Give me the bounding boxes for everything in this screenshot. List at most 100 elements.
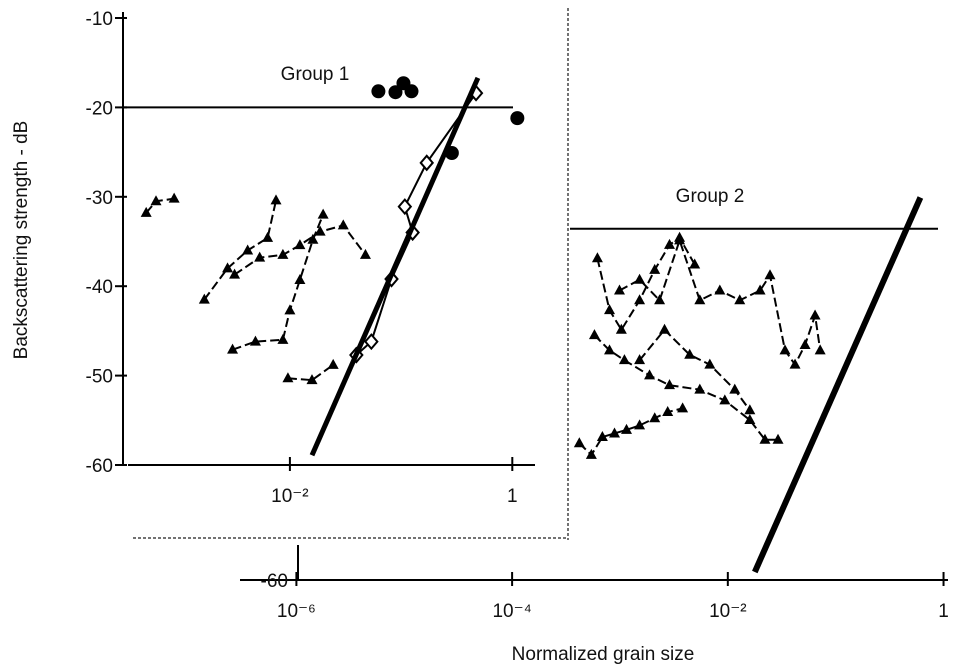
triangle-marker xyxy=(282,372,294,383)
triangle-marker xyxy=(814,344,826,355)
triangle-marker xyxy=(704,358,716,369)
triangle-marker xyxy=(615,323,627,334)
triangle-marker xyxy=(644,369,656,380)
triangle-marker xyxy=(254,251,266,262)
triangle-marker xyxy=(659,323,671,334)
triangle-marker xyxy=(689,258,701,269)
triangle-marker xyxy=(609,427,621,438)
triangle-marker xyxy=(227,343,239,354)
triangle-marker xyxy=(684,348,696,359)
triangle-marker xyxy=(694,294,706,305)
x-tick-label: 1 xyxy=(938,601,949,622)
series-line xyxy=(309,76,481,457)
triangle-marker xyxy=(585,448,597,459)
triangle-marker xyxy=(649,412,661,423)
x-axis-label: Normalized grain size xyxy=(512,644,695,665)
y-tick-label: -20 xyxy=(86,98,113,119)
triangle-marker xyxy=(754,284,766,295)
triangle-marker xyxy=(744,404,756,415)
triangle-marker xyxy=(262,231,274,242)
diamond-marker xyxy=(419,154,435,172)
triangle-marker xyxy=(294,239,306,250)
triangle-marker xyxy=(744,414,756,425)
triangle-marker xyxy=(764,269,776,280)
triangle-marker xyxy=(677,402,689,413)
series-line xyxy=(596,236,696,332)
group-label: Group 2 xyxy=(676,186,745,207)
triangle-marker xyxy=(772,433,784,444)
circle-marker xyxy=(371,84,386,99)
triangle-marker xyxy=(604,304,616,315)
triangle-marker xyxy=(294,273,306,284)
triangle-marker xyxy=(591,252,603,263)
y-tick-label: -40 xyxy=(86,277,113,298)
triangle-marker xyxy=(694,383,706,394)
y-tick-label: -60 xyxy=(86,456,113,477)
triangle-marker xyxy=(277,248,289,259)
triangle-marker xyxy=(809,309,821,320)
triangle-marker xyxy=(662,405,674,416)
series-line xyxy=(619,237,822,367)
series-line xyxy=(752,196,924,574)
diamond-marker xyxy=(364,333,379,351)
x-tick-label: 10⁻⁴ xyxy=(492,601,531,622)
x-tick-label: 10⁻² xyxy=(271,486,309,507)
x-tick-label: 10⁻⁶ xyxy=(277,601,316,622)
series-line xyxy=(232,214,325,351)
triangle-marker xyxy=(359,248,371,259)
triangle-marker xyxy=(634,294,646,305)
triangle-marker xyxy=(198,293,210,304)
triangle-marker xyxy=(229,268,241,279)
series-line xyxy=(638,328,751,411)
y-tick-label: -10 xyxy=(86,9,113,30)
diamond-marker xyxy=(397,198,413,216)
triangle-marker xyxy=(789,358,801,369)
triangle-marker xyxy=(314,225,326,236)
triangle-marker xyxy=(799,338,811,349)
triangle-marker xyxy=(317,208,329,219)
y-tick-label: -60 xyxy=(261,571,288,592)
triangle-marker xyxy=(634,273,646,284)
triangle-marker xyxy=(634,419,646,430)
x-tick-label: 1 xyxy=(507,486,518,507)
triangle-marker xyxy=(618,354,630,365)
series-line xyxy=(203,200,277,301)
triangle-marker xyxy=(573,437,585,448)
triangle-marker xyxy=(588,329,600,340)
series-line xyxy=(593,334,778,441)
triangle-marker xyxy=(674,234,686,245)
triangle-marker xyxy=(664,379,676,390)
triangle-marker xyxy=(604,344,616,355)
triangle-marker xyxy=(284,304,296,315)
circle-marker xyxy=(510,111,525,126)
triangle-marker xyxy=(277,333,289,344)
triangle-marker xyxy=(307,233,319,244)
triangle-marker xyxy=(596,431,608,442)
triangle-marker xyxy=(168,192,180,203)
series-line xyxy=(287,364,334,382)
triangle-marker xyxy=(654,294,666,305)
triangle-marker xyxy=(242,244,254,255)
triangle-marker xyxy=(634,354,646,365)
triangle-marker xyxy=(621,423,633,434)
triangle-marker xyxy=(150,195,162,206)
y-tick-label: -50 xyxy=(86,367,113,388)
triangle-marker xyxy=(649,263,661,274)
triangle-marker xyxy=(249,335,261,346)
triangle-marker xyxy=(337,219,349,230)
triangle-marker xyxy=(714,284,726,295)
series-line xyxy=(234,224,367,276)
triangle-marker xyxy=(759,433,771,444)
triangle-marker xyxy=(664,238,676,249)
triangle-marker xyxy=(140,206,152,217)
triangle-marker xyxy=(270,194,282,205)
triangle-marker xyxy=(613,284,625,295)
y-axis-label: Backscattering strength - dB xyxy=(11,121,32,360)
triangle-marker xyxy=(222,262,234,273)
circle-marker xyxy=(404,84,419,99)
triangle-marker xyxy=(719,394,731,405)
y-tick-label: -30 xyxy=(86,188,113,209)
triangle-marker xyxy=(729,383,741,394)
group-label: Group 1 xyxy=(281,64,350,85)
